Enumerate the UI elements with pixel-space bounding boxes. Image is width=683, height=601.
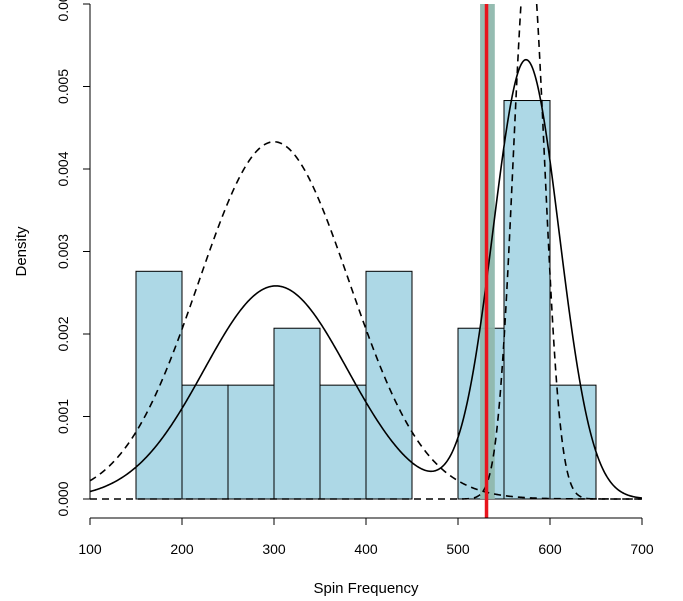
y-tick-label: 0.001 bbox=[55, 399, 71, 434]
histogram-bars bbox=[135, 100, 597, 500]
histogram-bar bbox=[365, 270, 413, 500]
histogram-bar bbox=[181, 384, 229, 500]
x-axis-title: Spin Frequency bbox=[313, 580, 419, 597]
histogram-bar bbox=[319, 384, 367, 500]
histogram-bar bbox=[227, 384, 275, 500]
y-axis-title: Density bbox=[13, 226, 30, 277]
x-tick-label: 500 bbox=[446, 541, 470, 557]
dashed-density-curve bbox=[90, 4, 642, 500]
x-tick-label: 700 bbox=[630, 541, 654, 557]
x-tick-label: 600 bbox=[538, 541, 562, 557]
x-tick-label: 400 bbox=[354, 541, 378, 557]
y-tick-label: 0.003 bbox=[55, 234, 71, 269]
histogram-bar bbox=[549, 384, 597, 500]
dashed-density-curve bbox=[90, 140, 642, 500]
y-tick-label: 0.004 bbox=[55, 151, 71, 186]
y-tick-label: 0.000 bbox=[55, 481, 71, 516]
x-tick-label: 200 bbox=[170, 541, 194, 557]
y-axis: 0.000 0.001 0.002 0.003 0.004 0.005 0.006 bbox=[55, 0, 91, 517]
x-axis: 100 200 300 400 500 600 700 bbox=[78, 517, 654, 557]
density-curves bbox=[90, 4, 642, 500]
y-tick-label: 0.005 bbox=[55, 69, 71, 104]
histogram-bar bbox=[503, 100, 551, 500]
solid-density-curve bbox=[90, 58, 642, 499]
y-tick-label: 0.006 bbox=[55, 0, 71, 22]
x-tick-label: 300 bbox=[262, 541, 286, 557]
x-tick-label: 100 bbox=[78, 541, 102, 557]
histogram-bar bbox=[135, 270, 183, 500]
histogram-bar bbox=[273, 327, 321, 500]
y-tick-label: 0.002 bbox=[55, 316, 71, 351]
